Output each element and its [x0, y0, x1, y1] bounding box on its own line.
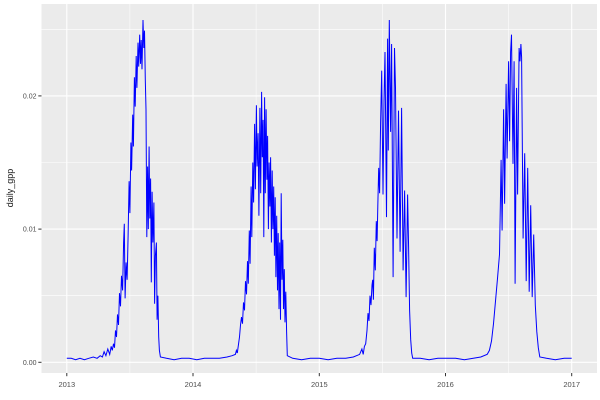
y-tick-label: 0.02: [23, 93, 37, 100]
x-tick-label: 2017: [563, 380, 580, 389]
y-tick-label: 0.01: [23, 227, 37, 234]
x-tick-label: 2016: [437, 380, 454, 389]
x-tick-label: 2014: [185, 380, 202, 389]
series-line-daily_gpp: [66, 19, 572, 361]
x-tick-label: 2013: [58, 380, 75, 389]
y-axis-title: daily_gpp: [5, 169, 15, 208]
y-tick-label: 0.00: [23, 360, 37, 367]
x-tick-label: 2015: [311, 380, 328, 389]
